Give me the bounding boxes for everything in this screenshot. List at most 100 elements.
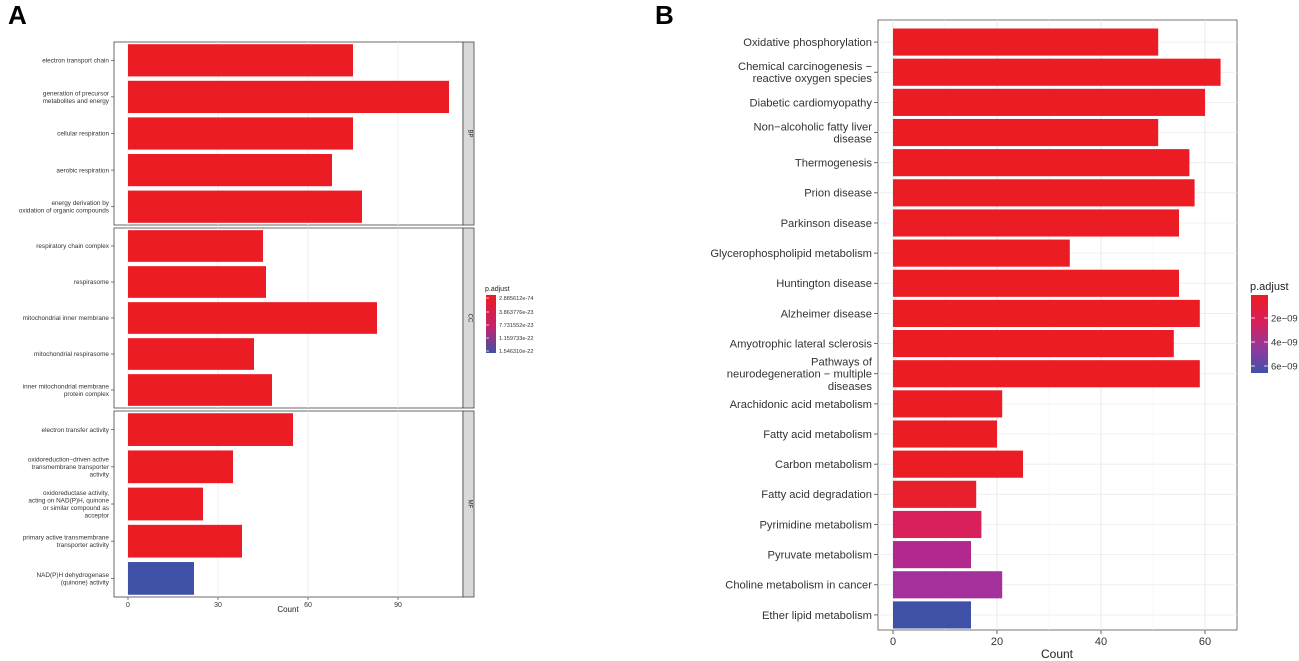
panel-b-bar bbox=[893, 179, 1195, 207]
panel-b-bar bbox=[893, 299, 1200, 327]
panel-b-category-label: Carbon metabolism bbox=[775, 459, 872, 471]
panel-b-category-label: Huntington disease bbox=[776, 278, 872, 290]
panel-a-bar bbox=[128, 190, 362, 223]
panel-b-category-label: Fatty acid metabolism bbox=[763, 429, 872, 441]
panel-b-category-label: Arachidonic acid metabolism bbox=[730, 399, 872, 411]
panel-a-bar bbox=[128, 413, 293, 446]
panel-b-bar bbox=[893, 390, 1003, 418]
panel-a-legend-label: 7.731552e-23 bbox=[499, 323, 534, 329]
panel-a-bar bbox=[128, 230, 263, 262]
panel-a-bar bbox=[128, 338, 254, 370]
panel-b-bar bbox=[893, 541, 971, 569]
panel-a-category-label: energy derivation by oxidation of organic… bbox=[19, 200, 110, 214]
panel-a-legend-label: 2.885612e-74 bbox=[499, 296, 534, 302]
panel-b-bar bbox=[893, 510, 982, 539]
panel-b-x-axis-title: Count bbox=[1041, 647, 1074, 661]
panel-b-bar bbox=[893, 330, 1174, 358]
panel-a-category-label: generation of precursor metabolites and e… bbox=[43, 90, 110, 104]
panel-b-category-label: Fatty acid degradation bbox=[761, 489, 872, 501]
panel-a-category-label: mitochondrial respirasome bbox=[34, 351, 109, 358]
panel-b-bar bbox=[893, 58, 1221, 86]
panel-b-bar bbox=[893, 28, 1159, 56]
panel-a-category-label: electron transfer activity bbox=[42, 427, 110, 434]
panel-a-bar bbox=[128, 524, 242, 558]
panel-a-bar bbox=[128, 266, 266, 298]
panel-b-x-tick-label: 0 bbox=[890, 636, 896, 648]
panel-a-legend-label: 1.159733e-22 bbox=[499, 336, 534, 342]
panel-a-strip bbox=[462, 410, 475, 598]
panel-b-legend: p.adjust 2e−09 4e−09 6e−09 bbox=[1250, 281, 1298, 373]
panel-b-category-label: Amyotrophic lateral sclerosis bbox=[730, 338, 873, 350]
panel-a-strip bbox=[462, 41, 475, 226]
panel-a-category-label: electron transport chain bbox=[42, 58, 109, 65]
panel-a-bar bbox=[128, 450, 233, 484]
panel-b-legend-label: 2e−09 bbox=[1271, 314, 1298, 325]
panel-b-category-label: Choline metabolism in cancer bbox=[725, 580, 872, 592]
panel-a-category-label: cellular respiration bbox=[57, 131, 109, 138]
panel-a-bar bbox=[128, 44, 353, 77]
panel-b-bar bbox=[893, 601, 971, 629]
panel-a-letter: A bbox=[8, 0, 27, 30]
panel-b-bar bbox=[893, 269, 1179, 297]
panel-b-legend-title: p.adjust bbox=[1250, 281, 1289, 293]
panel-b-chart: Oxidative phosphorylation Chemical carcin… bbox=[710, 19, 1238, 648]
panel-b-category-label: Glycerophospholipid metabolism bbox=[710, 248, 872, 260]
panel-b-bar bbox=[893, 571, 1003, 599]
panel-b-bar bbox=[893, 118, 1159, 147]
panel-a-legend-label: 3.863776e-23 bbox=[499, 310, 534, 316]
panel-a-legend-label: 1.546310e-22 bbox=[499, 349, 534, 355]
panel-b-category-label: Pyrimidine metabolism bbox=[759, 519, 872, 531]
panel-a-bar bbox=[128, 374, 272, 406]
panel-b-x-tick-label: 60 bbox=[1199, 636, 1211, 648]
panel-a-legend-title: p.adjust bbox=[485, 286, 510, 293]
panel-b-category-label: Diabetic cardiomyopathy bbox=[750, 97, 873, 109]
panel-b-category-label: Non−alcoholic fatty liver disease bbox=[754, 121, 873, 145]
panel-b-category-label: Prion disease bbox=[804, 188, 872, 200]
panel-a-category-label: respiratory chain complex bbox=[36, 243, 110, 250]
panel-a-category-label: oxidoreduction−driven active transmembran… bbox=[28, 457, 110, 479]
panel-a-strip bbox=[462, 227, 475, 409]
panel-b-category-label: Pyruvate metabolism bbox=[768, 550, 872, 562]
panel-b-category-label: Chemical carcinogenesis − reactive oxygen… bbox=[738, 61, 872, 85]
panel-b-bar bbox=[893, 420, 997, 448]
panel-b-bar bbox=[893, 149, 1190, 177]
panel-a-bar bbox=[128, 302, 377, 334]
panel-a-x-tick-label: 30 bbox=[214, 602, 222, 609]
panel-a-category-label: aerobic respiration bbox=[56, 167, 109, 174]
panel-b-letter: B bbox=[655, 0, 674, 30]
panel-a-category-label: mitochondrial inner membrane bbox=[23, 315, 110, 322]
panel-b-category-label: Ether lipid metabolism bbox=[762, 610, 872, 622]
panel-b-category-label: Alzheimer disease bbox=[781, 308, 872, 320]
panel-b-bar bbox=[893, 239, 1070, 267]
panel-b-category-label: Parkinson disease bbox=[781, 218, 872, 230]
panel-a-category-label: respirasome bbox=[74, 279, 110, 286]
panel-a-x-tick-label: 90 bbox=[394, 602, 402, 609]
panel-a-x-tick-label: 60 bbox=[304, 602, 312, 609]
panel-a-strip-label: MF bbox=[467, 500, 473, 509]
panel-b-legend-colorbar bbox=[1251, 295, 1268, 373]
panel-a-legend-colorbar bbox=[486, 295, 496, 353]
panel-a-category-label: NAD(P)H dehydrogenase (quinone) activity bbox=[37, 572, 110, 586]
panel-b-category-label: Oxidative phosphorylation bbox=[743, 37, 872, 49]
panel-b-x-tick-label: 20 bbox=[991, 636, 1003, 648]
panel-b-legend-label: 6e−09 bbox=[1271, 362, 1298, 373]
panel-b-bar bbox=[893, 209, 1179, 237]
panel-a-bar bbox=[128, 562, 194, 595]
panel-b-bar bbox=[893, 88, 1205, 116]
panel-a-strip-label: BP bbox=[467, 129, 473, 137]
panel-a-x-tick-label: 0 bbox=[126, 602, 130, 609]
panel-a-category-label: primary active transmembrane transporter … bbox=[23, 535, 110, 549]
panel-a-strip-label: CC bbox=[467, 314, 473, 323]
panel-a-bar bbox=[128, 153, 332, 187]
panel-b-bar bbox=[893, 480, 977, 508]
panel-b-bar bbox=[893, 450, 1023, 478]
panel-a-chart: BP electron transport chain generation of … bbox=[19, 41, 475, 609]
panel-b-legend-label: 4e−09 bbox=[1271, 338, 1298, 349]
panel-b-category-label: Pathways of neurodegeneration − multiple d… bbox=[727, 356, 873, 392]
panel-a-legend: p.adjust 2.885612e-74 3.863776e-23 7.73155… bbox=[485, 286, 534, 355]
panel-b-bar bbox=[893, 360, 1200, 388]
panel-a-bar bbox=[128, 487, 203, 521]
panel-a-bar bbox=[128, 80, 449, 114]
panel-b-category-label: Thermogenesis bbox=[795, 158, 873, 170]
